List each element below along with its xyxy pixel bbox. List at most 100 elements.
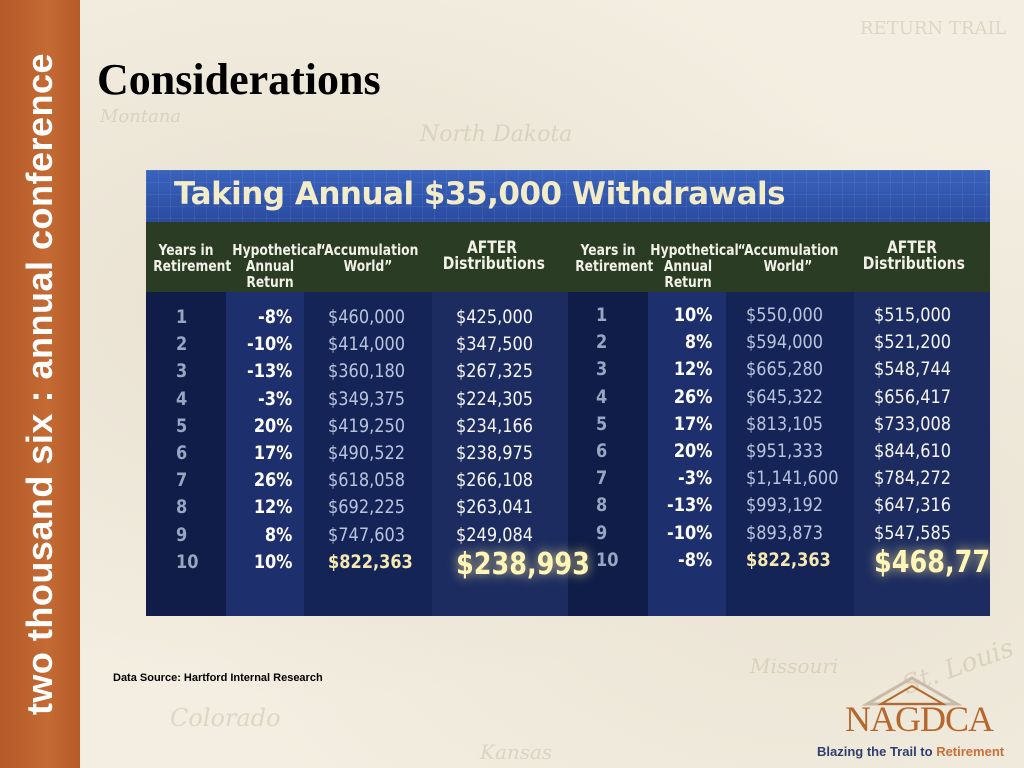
- cell-accumulation: $951,333: [746, 440, 824, 462]
- header-line: Hypothetical: [650, 241, 739, 259]
- header-return: Hypothetical Annual Return: [650, 241, 739, 290]
- cell-return: 8%: [264, 523, 292, 546]
- cell-after-distributions: $234,166: [456, 414, 534, 437]
- column-after-bg: [854, 292, 990, 616]
- cell-year: 5: [176, 414, 188, 437]
- logo-tagline: Blazing the Trail to Retirement: [817, 744, 1004, 759]
- cell-return: -13%: [246, 360, 292, 383]
- column-accum-bg: [304, 292, 432, 616]
- header-after: AFTER Distributions: [442, 238, 545, 274]
- column-years-bg: [146, 292, 226, 616]
- cell-accumulation: $893,873: [746, 521, 824, 544]
- cell-accumulation: $813,105: [746, 412, 824, 435]
- withdrawals-table-image: Taking Annual $35,000 Withdrawals Years …: [146, 170, 990, 616]
- header-line: Distributions: [862, 254, 965, 274]
- map-label: Montana: [100, 106, 182, 127]
- data-source-note: Data Source: Hartford Internal Research: [113, 672, 323, 684]
- logo-roof-icon: [861, 676, 963, 706]
- cell-return: -13%: [666, 494, 712, 517]
- cell-after-distributions: $347,500: [456, 333, 534, 356]
- cell-after-distributions: $267,325: [456, 360, 534, 383]
- cell-after-distributions: $266,108: [456, 469, 534, 492]
- cell-after-distributions: $238,975: [456, 442, 534, 464]
- map-label: RETURN TRAIL: [860, 18, 1007, 39]
- column-after-bg: [432, 292, 568, 616]
- column-return-bg: [648, 292, 726, 616]
- cell-return: 12%: [673, 358, 712, 381]
- cell-accumulation: $993,192: [746, 494, 824, 517]
- cell-year: 8: [596, 494, 608, 517]
- header-line: Retirement: [153, 257, 232, 275]
- header-line: Distributions: [442, 254, 545, 274]
- cell-year: 2: [596, 331, 608, 354]
- cell-accumulation: $822,363: [746, 548, 831, 571]
- map-label: North Dakota: [420, 122, 573, 147]
- header-line: World”: [763, 257, 813, 275]
- cell-return: -10%: [666, 521, 712, 544]
- map-label: Missouri: [750, 654, 839, 678]
- cell-year: 1: [596, 304, 608, 326]
- column-years-bg: [568, 292, 648, 616]
- cell-return: -3%: [677, 467, 712, 490]
- column-header-band: [146, 222, 990, 292]
- header-line: “Accumulation: [737, 241, 839, 259]
- header-after: AFTER Distributions: [862, 238, 965, 274]
- cell-accumulation: $360,180: [328, 360, 406, 383]
- cell-return: 20%: [673, 440, 712, 462]
- map-label: Kansas: [480, 740, 553, 764]
- cell-return: -8%: [677, 548, 712, 571]
- cell-after-distributions: $224,305: [456, 387, 534, 410]
- cell-accumulation: $594,000: [746, 331, 824, 354]
- cell-accumulation: $665,280: [746, 358, 824, 381]
- cell-after-distributions: $425,000: [456, 306, 534, 328]
- side-banner-text: two thousand six : annual conference: [19, 52, 60, 716]
- cell-accumulation: $414,000: [328, 333, 406, 356]
- tagline-main: Blazing the Trail to: [817, 744, 937, 759]
- header-line: “Accumulation: [317, 241, 419, 259]
- nagdca-logo: NAGDCA: [845, 676, 994, 740]
- map-label: Colorado: [170, 704, 281, 732]
- cell-return: -8%: [257, 306, 292, 328]
- side-banner: two thousand six : annual conference: [0, 0, 80, 768]
- header-line: Hypothetical: [232, 241, 321, 259]
- cell-year: 2: [176, 333, 188, 356]
- header-years: Years in Retirement: [153, 241, 232, 275]
- header-line: AFTER: [466, 238, 518, 258]
- cell-year: 6: [176, 442, 188, 464]
- cell-return: 26%: [673, 385, 712, 408]
- cell-year: 5: [596, 412, 608, 435]
- cell-return: 12%: [253, 496, 292, 519]
- cell-return: 10%: [253, 550, 292, 573]
- cell-year: 3: [596, 358, 608, 381]
- cell-after-distributions: $249,084: [456, 523, 534, 546]
- header-line: World”: [343, 257, 393, 275]
- cell-year: 9: [176, 523, 188, 546]
- table-title-bar: Taking Annual $35,000 Withdrawals: [146, 170, 990, 222]
- cell-accumulation: $747,603: [328, 523, 406, 546]
- cell-year: 1: [176, 306, 188, 328]
- cell-after-distributions: $468,778: [874, 544, 990, 580]
- cell-year: 3: [176, 360, 188, 383]
- cell-accumulation: $349,375: [328, 387, 406, 410]
- header-accum: “Accumulation World”: [316, 242, 421, 274]
- header-years: Years in Retirement: [575, 242, 653, 274]
- header-line: Annual Return: [245, 257, 295, 291]
- column-return-bg: [226, 292, 304, 616]
- cell-after-distributions: $548,744: [874, 358, 952, 381]
- header-line: Years in: [158, 241, 214, 259]
- cell-year: 10: [176, 550, 199, 573]
- cell-year: 8: [176, 496, 188, 519]
- cell-return: -10%: [246, 333, 292, 356]
- cell-accumulation: $822,363: [328, 550, 413, 573]
- cell-year: 4: [176, 387, 188, 410]
- cell-year: 7: [596, 467, 608, 490]
- cell-year: 9: [596, 521, 608, 544]
- header-return: Hypothetical Annual Return: [232, 241, 321, 291]
- cell-accumulation: $550,000: [746, 304, 824, 326]
- cell-return: 26%: [253, 469, 292, 492]
- slide-title: Considerations: [97, 55, 381, 104]
- cell-after-distributions: $521,200: [874, 331, 952, 354]
- cell-year: 4: [596, 385, 608, 408]
- cell-return: -3%: [257, 387, 292, 410]
- header-line: AFTER: [886, 238, 938, 258]
